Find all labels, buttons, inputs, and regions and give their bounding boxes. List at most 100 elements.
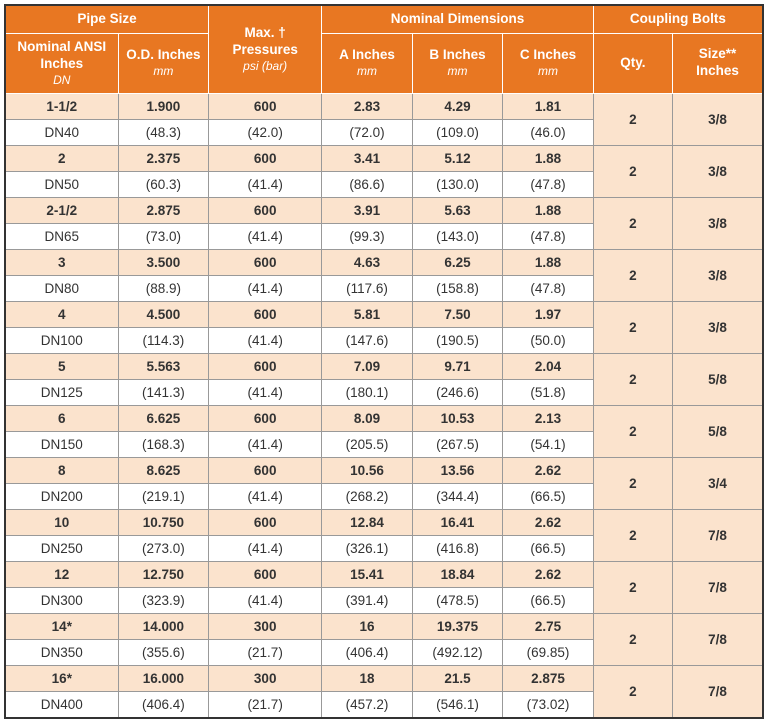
cell-qty: 2 [593, 561, 672, 613]
cell-c-inch: 2.62 [503, 457, 594, 483]
cell-max-mm: (41.4) [209, 327, 322, 353]
cell-od-mm: (355.6) [118, 639, 209, 665]
cell-c-mm: (50.0) [503, 327, 594, 353]
cell-nom-inch: 2-1/2 [5, 197, 118, 223]
cell-qty: 2 [593, 509, 672, 561]
cell-b-inch: 10.53 [412, 405, 503, 431]
cell-nom-mm: DN400 [5, 691, 118, 718]
cell-b-inch: 6.25 [412, 249, 503, 275]
cell-c-inch: 1.97 [503, 301, 594, 327]
cell-max-inch: 600 [209, 353, 322, 379]
table-row: 16*16.0003001821.52.87527/8 [5, 665, 763, 691]
cell-a-inch: 2.83 [322, 93, 413, 119]
cell-od-mm: (141.3) [118, 379, 209, 405]
cell-size: 5/8 [672, 405, 763, 457]
cell-nom-inch: 2 [5, 145, 118, 171]
cell-od-mm: (406.4) [118, 691, 209, 718]
cell-size: 3/8 [672, 145, 763, 197]
cell-nom-mm: DN150 [5, 431, 118, 457]
cell-max-mm: (21.7) [209, 691, 322, 718]
cell-c-mm: (54.1) [503, 431, 594, 457]
cell-nom-mm: DN250 [5, 535, 118, 561]
cell-size: 7/8 [672, 509, 763, 561]
cell-qty: 2 [593, 665, 672, 718]
cell-size: 3/8 [672, 197, 763, 249]
cell-qty: 2 [593, 197, 672, 249]
cell-c-mm: (73.02) [503, 691, 594, 718]
cell-c-mm: (47.8) [503, 275, 594, 301]
cell-a-mm: (268.2) [322, 483, 413, 509]
header-c-main: C Inches [520, 47, 576, 62]
cell-a-inch: 8.09 [322, 405, 413, 431]
cell-nom-inch: 3 [5, 249, 118, 275]
cell-od-mm: (48.3) [118, 119, 209, 145]
table-header: Pipe Size Max. † Pressures psi (bar) Nom… [5, 5, 763, 93]
cell-max-inch: 600 [209, 93, 322, 119]
cell-b-mm: (158.8) [412, 275, 503, 301]
cell-nom-mm: DN65 [5, 223, 118, 249]
cell-nom-inch: 12 [5, 561, 118, 587]
cell-c-mm: (47.8) [503, 171, 594, 197]
header-size: Size** Inches [672, 33, 763, 93]
cell-a-mm: (180.1) [322, 379, 413, 405]
cell-max-mm: (41.4) [209, 431, 322, 457]
header-max-sub: psi (bar) [213, 59, 317, 74]
cell-c-mm: (66.5) [503, 587, 594, 613]
table-row: 22.3756003.415.121.8823/8 [5, 145, 763, 171]
header-nominal: Nominal ANSI Inches DN [5, 33, 118, 93]
cell-nom-mm: DN50 [5, 171, 118, 197]
cell-c-inch: 1.88 [503, 249, 594, 275]
cell-qty: 2 [593, 613, 672, 665]
cell-qty: 2 [593, 457, 672, 509]
header-a-main: A Inches [339, 47, 395, 62]
cell-od-mm: (273.0) [118, 535, 209, 561]
cell-max-inch: 300 [209, 613, 322, 639]
cell-b-mm: (246.6) [412, 379, 503, 405]
cell-od-inch: 10.750 [118, 509, 209, 535]
cell-a-mm: (406.4) [322, 639, 413, 665]
cell-b-mm: (478.5) [412, 587, 503, 613]
table-row: 14*14.0003001619.3752.7527/8 [5, 613, 763, 639]
cell-od-inch: 12.750 [118, 561, 209, 587]
header-c-sub: mm [507, 64, 589, 79]
cell-od-mm: (73.0) [118, 223, 209, 249]
cell-od-mm: (219.1) [118, 483, 209, 509]
header-c: C Inches mm [503, 33, 594, 93]
header-b: B Inches mm [412, 33, 503, 93]
cell-a-inch: 5.81 [322, 301, 413, 327]
table-body: 1-1/21.9006002.834.291.8123/8DN40(48.3)(… [5, 93, 763, 718]
header-max-main: Max. † Pressures [233, 25, 298, 57]
cell-od-inch: 2.375 [118, 145, 209, 171]
cell-max-inch: 600 [209, 457, 322, 483]
cell-nom-mm: DN350 [5, 639, 118, 665]
cell-b-inch: 18.84 [412, 561, 503, 587]
cell-od-mm: (323.9) [118, 587, 209, 613]
cell-b-inch: 21.5 [412, 665, 503, 691]
header-od-sub: mm [123, 64, 205, 79]
cell-od-inch: 8.625 [118, 457, 209, 483]
cell-max-mm: (41.4) [209, 171, 322, 197]
header-qty: Qty. [593, 33, 672, 93]
cell-nom-inch: 16* [5, 665, 118, 691]
table-row: 88.62560010.5613.562.6223/4 [5, 457, 763, 483]
cell-qty: 2 [593, 353, 672, 405]
cell-nom-mm: DN200 [5, 483, 118, 509]
cell-a-mm: (72.0) [322, 119, 413, 145]
cell-max-inch: 600 [209, 509, 322, 535]
cell-c-inch: 2.62 [503, 561, 594, 587]
header-od: O.D. Inches mm [118, 33, 209, 93]
cell-c-inch: 2.62 [503, 509, 594, 535]
table-row: 33.5006004.636.251.8823/8 [5, 249, 763, 275]
cell-qty: 2 [593, 249, 672, 301]
cell-c-mm: (46.0) [503, 119, 594, 145]
cell-a-inch: 7.09 [322, 353, 413, 379]
cell-size: 7/8 [672, 613, 763, 665]
cell-size: 5/8 [672, 353, 763, 405]
table-row: 55.5636007.099.712.0425/8 [5, 353, 763, 379]
cell-b-inch: 16.41 [412, 509, 503, 535]
header-max: Max. † Pressures psi (bar) [209, 5, 322, 93]
cell-c-inch: 2.13 [503, 405, 594, 431]
cell-b-inch: 5.12 [412, 145, 503, 171]
cell-b-mm: (492.12) [412, 639, 503, 665]
cell-nom-inch: 14* [5, 613, 118, 639]
